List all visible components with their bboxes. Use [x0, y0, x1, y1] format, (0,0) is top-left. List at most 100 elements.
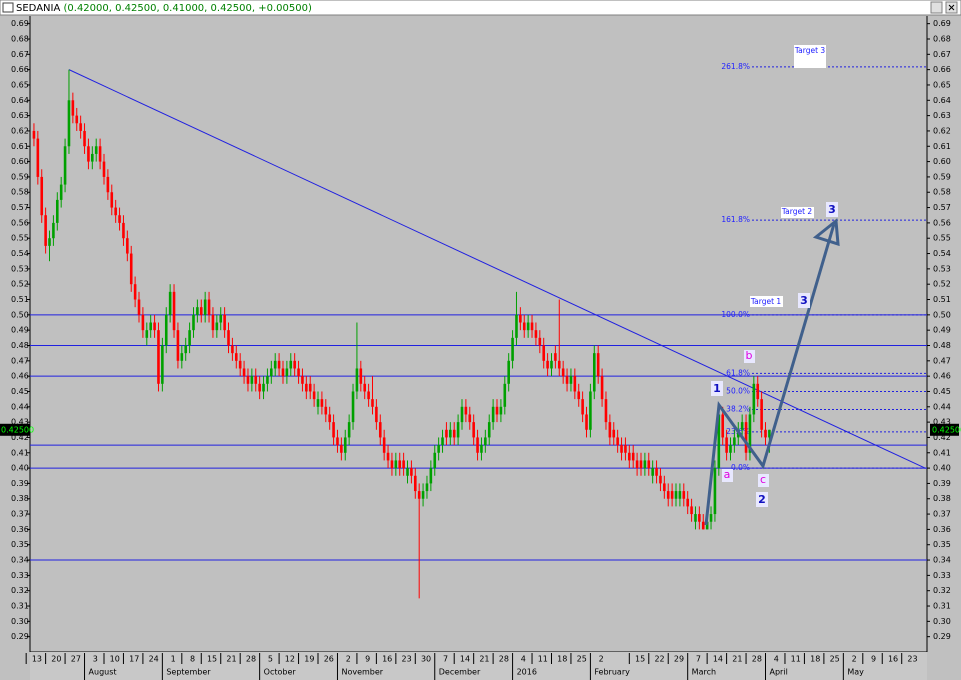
- fib-label: 161.8%: [721, 215, 750, 224]
- month-label: August: [89, 668, 117, 677]
- month-label: December: [439, 668, 481, 677]
- y-tick-label: 0.39: [11, 479, 29, 488]
- y-tick-label: 0.42: [11, 433, 29, 442]
- candle-body: [624, 445, 627, 453]
- candle-body: [721, 414, 725, 438]
- option-button[interactable]: [930, 1, 943, 14]
- candle-body: [534, 330, 538, 338]
- wave-box: [798, 293, 810, 308]
- candle-body: [768, 429, 771, 438]
- wave-label: 3: [828, 203, 836, 216]
- x-tick-label: 28: [499, 655, 509, 664]
- y-tick-label: 0.65: [11, 80, 29, 89]
- candle-body: [760, 399, 763, 430]
- candle-body: [503, 383, 507, 407]
- y-tick-label: 0.38: [933, 494, 951, 503]
- candle-body: [137, 299, 141, 315]
- y-tick-label: 0.58: [11, 188, 29, 197]
- candle-body: [340, 445, 343, 453]
- close-icon: [948, 4, 955, 11]
- y-tick-label: 0.35: [933, 540, 951, 549]
- candle-body: [491, 406, 495, 423]
- wave-label: b: [746, 349, 753, 362]
- x-tick-label: 15: [635, 655, 645, 664]
- y-tick-label: 0.58: [933, 188, 951, 197]
- candle-body: [394, 460, 398, 469]
- y-tick-label: 0.67: [11, 50, 29, 59]
- candle-body: [569, 376, 573, 384]
- y-tick-label: 0.65: [933, 80, 951, 89]
- x-tick-label: 11: [791, 655, 801, 664]
- y-tick-label: 0.49: [933, 326, 951, 335]
- candle-body: [480, 445, 483, 453]
- candle-body: [694, 514, 697, 522]
- candle-body: [149, 322, 152, 331]
- candle-body: [651, 468, 654, 476]
- y-tick-label: 0.32: [11, 586, 29, 595]
- candle-body: [188, 330, 191, 346]
- wave-label: c: [760, 473, 766, 486]
- y-tick-label: 0.56: [11, 218, 29, 227]
- candle-body: [417, 491, 421, 499]
- candle-body: [371, 399, 374, 407]
- month-label: May: [847, 668, 864, 677]
- candle-body: [180, 353, 184, 361]
- y-tick-label: 0.46: [11, 372, 29, 381]
- candle-body: [184, 345, 188, 354]
- y-tick-label: 0.55: [11, 234, 29, 243]
- y-tick-label: 0.67: [933, 50, 951, 59]
- candle-body: [476, 437, 479, 453]
- wave-arrowhead: [812, 218, 840, 247]
- y-tick-label: 0.64: [11, 96, 29, 105]
- x-tick-label: 27: [71, 655, 81, 664]
- candle-body: [666, 491, 670, 499]
- candle-body: [449, 429, 452, 438]
- candle-body: [616, 437, 619, 446]
- candle-body: [577, 391, 581, 400]
- candle-body: [713, 468, 717, 515]
- x-tick-label: 9: [365, 655, 370, 664]
- candle-body: [557, 360, 561, 369]
- candle-body: [709, 514, 713, 522]
- y-tick-label: 0.34: [933, 556, 951, 565]
- candle-body: [596, 353, 600, 377]
- candle-body: [199, 307, 203, 315]
- candle-body: [273, 360, 277, 369]
- last-price-box: [0, 423, 30, 436]
- candle-body: [324, 406, 328, 415]
- y-tick-label: 0.33: [11, 571, 29, 580]
- candle-body: [87, 146, 90, 162]
- y-tick-label: 0.49: [11, 326, 29, 335]
- x-tick-label: 7: [696, 655, 701, 664]
- candle-body: [585, 414, 588, 430]
- candle-body: [196, 307, 199, 315]
- candle-body: [499, 406, 503, 415]
- x-tick-label: 4: [774, 655, 779, 664]
- candle-body: [262, 383, 265, 392]
- candle-body: [176, 330, 180, 361]
- candle-body: [289, 360, 293, 369]
- candle-body: [122, 222, 125, 239]
- wave-path: [704, 223, 836, 526]
- y-tick-label: 0.37: [11, 510, 29, 519]
- x-tick-label: 21: [479, 655, 489, 664]
- x-tick-label: 22: [654, 655, 664, 664]
- y-tick-label: 0.29: [933, 632, 951, 641]
- candle-body: [316, 399, 320, 407]
- x-tick-label: 16: [382, 655, 392, 664]
- y-tick-label: 0.66: [11, 65, 29, 74]
- wave-box: [826, 202, 838, 217]
- y-tick-label: 0.44: [933, 402, 951, 411]
- candle-body: [698, 514, 701, 522]
- candle-body: [464, 406, 468, 415]
- date-axis-bg: [30, 652, 927, 680]
- candle-body: [740, 422, 744, 430]
- candle-body: [608, 422, 612, 438]
- candle-body: [674, 491, 678, 499]
- y-tick-label: 0.48: [933, 341, 951, 350]
- candle-body: [40, 176, 44, 216]
- candle-body: [410, 468, 413, 476]
- candle-body: [227, 330, 230, 346]
- candle-body: [110, 192, 114, 208]
